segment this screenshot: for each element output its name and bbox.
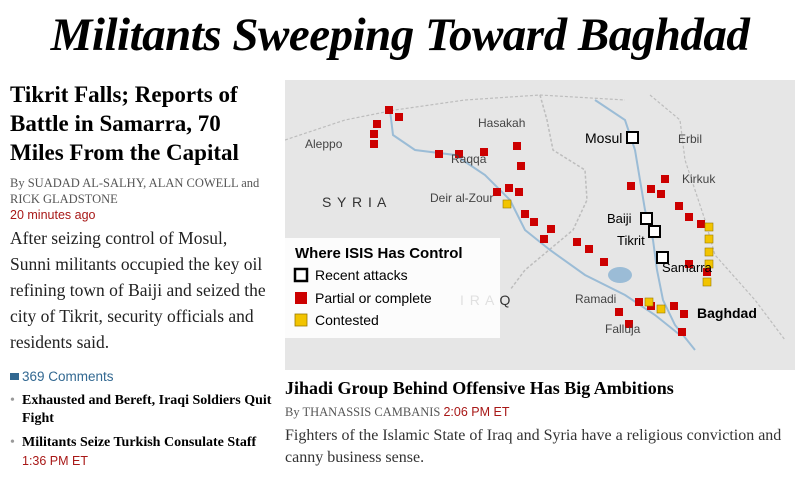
lead-story-timestamp: 20 minutes ago — [10, 208, 96, 222]
city-label: Erbil — [678, 132, 702, 146]
lead-story-byline: By SUADAD AL-SALHY, ALAN COWELL and RICK… — [10, 175, 272, 223]
bullet-icon: • — [10, 393, 15, 408]
related-title[interactable]: Exhausted and Bereft, Iraqi Soldiers Qui… — [22, 393, 272, 426]
second-story-byline: By THANASSIS CAMBANIS 2:06 PM ET — [285, 405, 795, 420]
city-label: Baghdad — [697, 305, 757, 321]
lake-tharthar — [608, 267, 632, 283]
comment-icon — [10, 373, 19, 380]
isis-control-map[interactable]: Hasakah Mosul Erbil Aleppo Raqqa Kirkuk … — [285, 80, 795, 370]
recent-attack-markers — [626, 131, 669, 264]
city-label: Ramadi — [575, 292, 616, 306]
legend-swatch-recent — [293, 267, 309, 283]
contested-markers — [502, 199, 714, 314]
second-story-title[interactable]: Jihadi Group Behind Offensive Has Big Am… — [285, 378, 674, 398]
related-list: • Exhausted and Bereft, Iraqi Soldiers Q… — [10, 392, 272, 471]
lead-story-title[interactable]: Tikrit Falls; Reports of Battle in Samar… — [10, 82, 239, 165]
bullet-icon: • — [10, 435, 15, 450]
turkey-border — [285, 94, 626, 141]
city-label: Mosul — [585, 130, 622, 146]
second-story-timestamp: 2:06 PM ET — [443, 405, 510, 419]
comments-link[interactable]: 369 Comments — [10, 369, 272, 384]
euphrates-river — [389, 109, 681, 336]
related-timestamp: 1:36 PM ET — [22, 454, 88, 468]
city-label: Tikrit — [617, 233, 645, 248]
legend-swatch-contested — [294, 313, 308, 327]
legend-background — [285, 238, 500, 338]
iran-border — [649, 94, 786, 341]
map-legend: Where ISIS Has Control Recent attacks Pa… — [285, 238, 500, 338]
comments-count[interactable]: 369 Comments — [22, 369, 114, 384]
related-item[interactable]: • Exhausted and Bereft, Iraqi Soldiers Q… — [10, 392, 272, 428]
page-headline[interactable]: Militants Sweeping Toward Baghdad — [50, 9, 750, 61]
city-label: Deir al-Zour — [430, 191, 493, 205]
legend-label: Contested — [315, 312, 379, 328]
city-label: Aleppo — [305, 137, 343, 151]
byline-text: By THANASSIS CAMBANIS — [285, 405, 441, 419]
syria-iraq-border — [509, 94, 588, 291]
country-label: S Y R I A — [322, 194, 387, 210]
lead-story: Tikrit Falls; Reports of Battle in Samar… — [10, 80, 272, 477]
legend-swatch-partial — [295, 292, 307, 304]
city-label: Kirkuk — [682, 172, 716, 186]
city-label: Baiji — [607, 211, 632, 226]
city-label: Samarra — [662, 260, 713, 275]
legend-label: Recent attacks — [315, 267, 408, 283]
city-label: Hasakah — [478, 116, 525, 130]
city-label: Raqqa — [451, 152, 487, 166]
second-story-summary: Fighters of the Islamic State of Iraq an… — [285, 427, 782, 466]
legend-label: Partial or complete — [315, 290, 432, 306]
byline-text: By SUADAD AL-SALHY, ALAN COWELL and RICK… — [10, 176, 260, 206]
second-story: Jihadi Group Behind Offensive Has Big Am… — [285, 378, 795, 469]
lead-story-summary: After seizing control of Mosul, Sunni mi… — [10, 228, 266, 352]
legend-title: Where ISIS Has Control — [295, 245, 463, 262]
city-label: Falluja — [605, 322, 641, 336]
related-title[interactable]: Militants Seize Turkish Consulate Staff — [22, 435, 257, 450]
related-item[interactable]: • Militants Seize Turkish Consulate Staf… — [10, 434, 272, 471]
